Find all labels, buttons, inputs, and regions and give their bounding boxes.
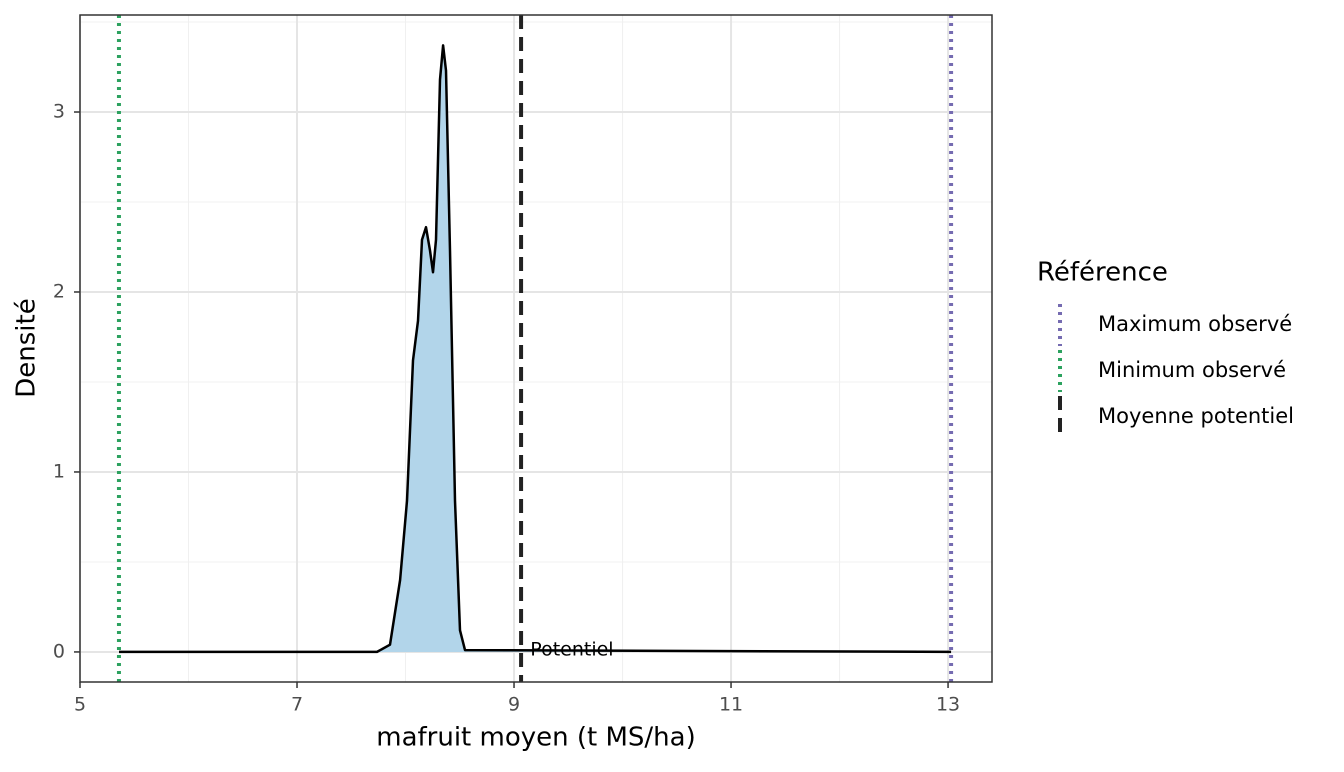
- x-tick-label: 9: [508, 694, 520, 716]
- x-tick-label: 13: [936, 694, 960, 716]
- panel-border: [79, 14, 993, 683]
- legend-label: Minimum observé: [1098, 358, 1286, 382]
- y-tick-label: 3: [53, 101, 65, 123]
- x-tick-label: 7: [291, 694, 303, 716]
- y-tick-label: 1: [53, 460, 65, 482]
- legend-label: Moyenne potentiel: [1098, 404, 1294, 428]
- density-line: [119, 44, 952, 654]
- x-tick-label: 5: [74, 694, 86, 716]
- legend-label: Maximum observé: [1098, 312, 1292, 336]
- y-tick-label: 0: [53, 640, 65, 662]
- annotation: Potentiel: [530, 638, 613, 660]
- x-axis-title: mafruit moyen (t MS/ha): [376, 723, 695, 753]
- x-tick-label: 11: [719, 694, 743, 716]
- plot-background: [80, 15, 992, 682]
- y-tick-label: 2: [53, 280, 65, 302]
- legend-title: Référence: [1037, 258, 1168, 288]
- y-axis-title: Densité: [12, 298, 42, 397]
